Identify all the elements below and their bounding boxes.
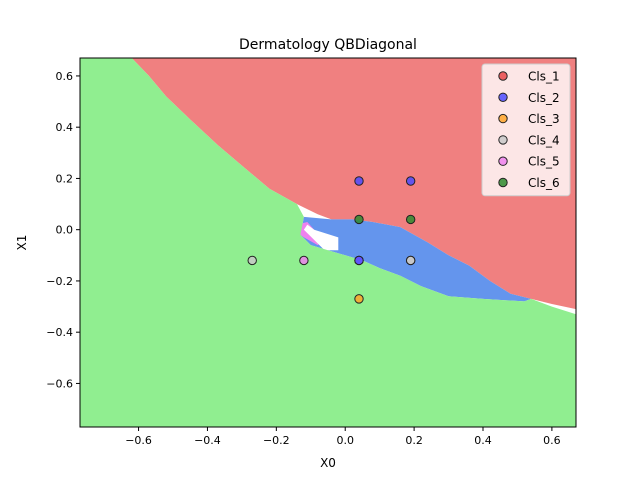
region-cls-6 [80,58,576,427]
legend-label: Cls_3 [528,112,560,126]
legend-marker [498,113,508,124]
point-cls-2 [354,255,364,266]
legend-marker [498,92,508,103]
y-tick-label: 0.2 [56,172,74,185]
x-axis: −0.6 −0.4 −0.2 0.0 0.2 0.4 0.6 [125,427,561,447]
point-cls-4 [405,255,416,266]
data-points [247,176,416,304]
y-tick-label: 0.4 [56,121,74,134]
legend-label: Cls_4 [528,133,560,147]
y-tick-label: −0.4 [46,326,73,339]
point-cls-2 [405,176,416,186]
x-axis-label: X0 [320,456,336,470]
point-cls-6 [405,214,416,225]
legend-marker [498,156,508,166]
x-tick-label: −0.4 [194,434,221,447]
decision-regions [80,58,576,427]
plot-frame [79,57,577,428]
x-tick-label: 0.4 [474,434,492,447]
point-cls-2 [354,176,364,186]
legend: Cls_1 Cls_2 Cls_3 Cls_4 Cls_5 Cls_6 [481,63,571,197]
y-tick-label: −0.2 [46,275,73,288]
x-tick-label: 0.0 [336,434,354,447]
x-tick-label: 0.6 [543,434,561,447]
legend-label: Cls_5 [528,155,560,169]
legend-marker [498,177,508,188]
legend-label: Cls_1 [528,70,560,84]
legend-marker [498,71,508,81]
y-tick-label: −0.6 [46,377,73,390]
x-tick-label: −0.2 [263,434,290,447]
y-axis-label: X1 [15,235,29,251]
y-tick-label: 0.6 [56,70,74,83]
point-cls-5 [299,255,309,266]
point-cls-6 [354,214,364,225]
region-cls-2 [300,216,532,302]
legend-label: Cls_2 [528,91,560,105]
x-tick-label: −0.6 [125,434,152,447]
point-cls-4 [247,255,257,266]
y-axis: −0.6 −0.4 −0.2 0.0 0.2 0.4 0.6 [46,70,80,390]
legend-marker [498,135,508,145]
chart-title: Dermatology QBDiagonal [239,37,417,53]
legend-label: Cls_6 [528,176,560,190]
region-cls-1 [131,58,576,310]
x-tick-label: 0.2 [405,434,423,447]
region-cls-4 [303,224,339,251]
point-cls-3 [354,294,364,304]
y-tick-label: 0.0 [56,224,74,237]
